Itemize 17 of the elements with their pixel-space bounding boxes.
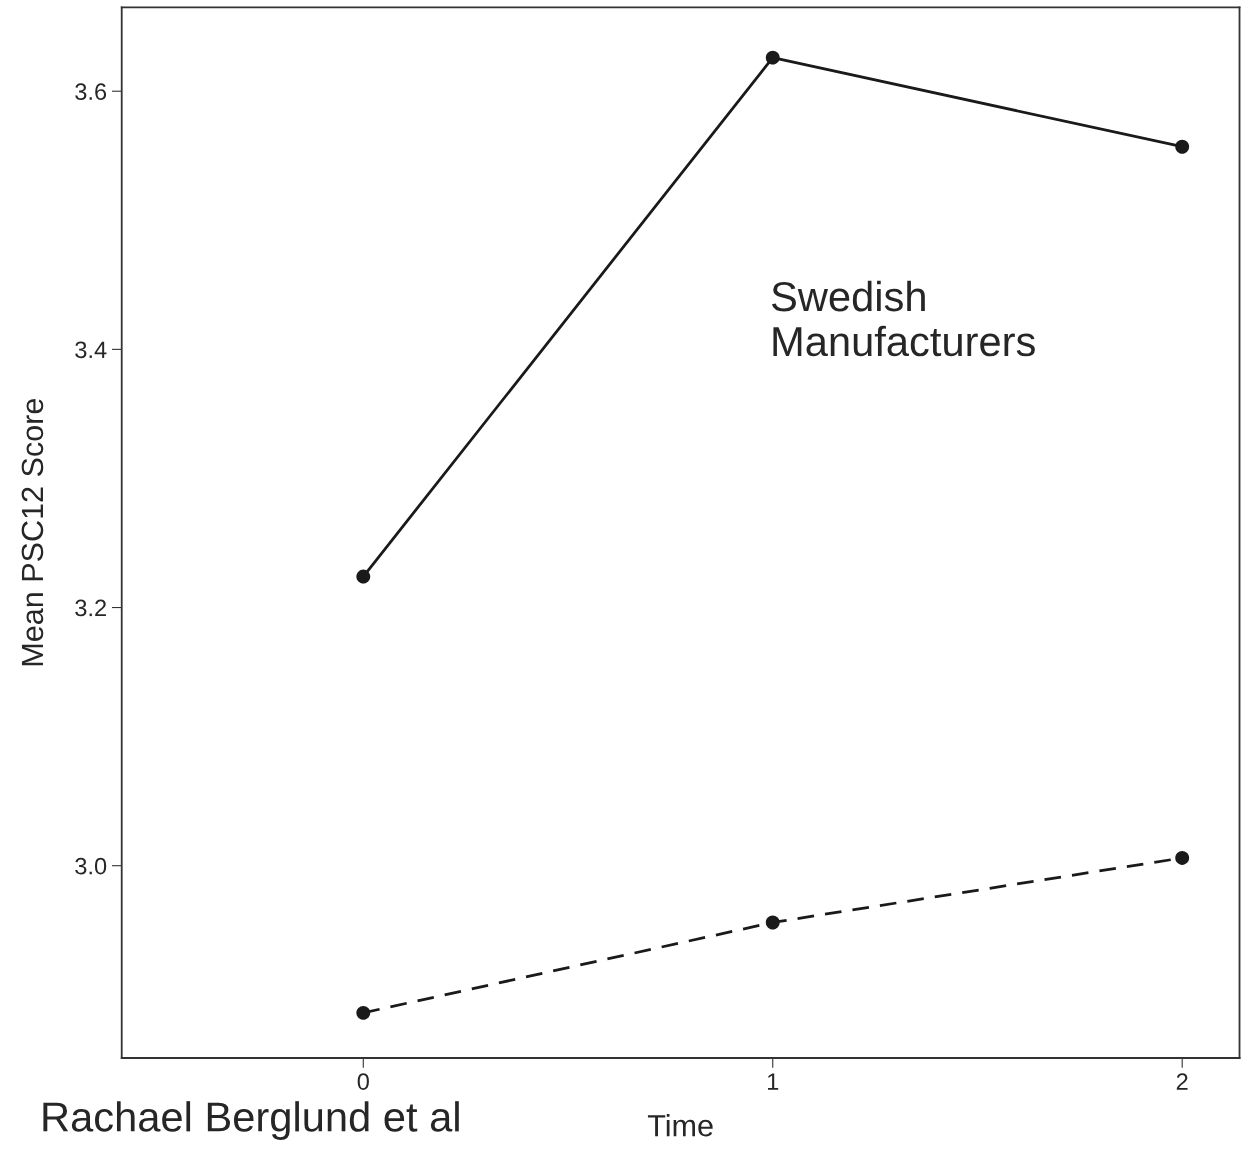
point bbox=[1175, 851, 1190, 865]
x-tick-label: 2 bbox=[1176, 1073, 1188, 1090]
text: Rachael Berglund et al bbox=[43, 1101, 459, 1140]
point bbox=[765, 915, 780, 930]
point bbox=[356, 569, 371, 584]
y-tick-label: 3.6 bbox=[75, 83, 107, 100]
point bbox=[356, 1005, 371, 1020]
y-axis-title: Mean PSC12 Score bbox=[21, 399, 44, 666]
x-tick-label: 0 bbox=[357, 1073, 369, 1090]
point bbox=[1175, 139, 1190, 154]
annotation: Swedish Manufacturers bbox=[771, 280, 1035, 357]
x-tick-label: 1 bbox=[767, 1073, 779, 1090]
y-tick-label: 3.2 bbox=[75, 599, 106, 617]
point bbox=[765, 50, 780, 65]
y-tick-label: 3.4 bbox=[75, 341, 107, 359]
x-axis-title: Time bbox=[647, 1114, 713, 1137]
y-tick-label: 3.0 bbox=[75, 857, 107, 875]
